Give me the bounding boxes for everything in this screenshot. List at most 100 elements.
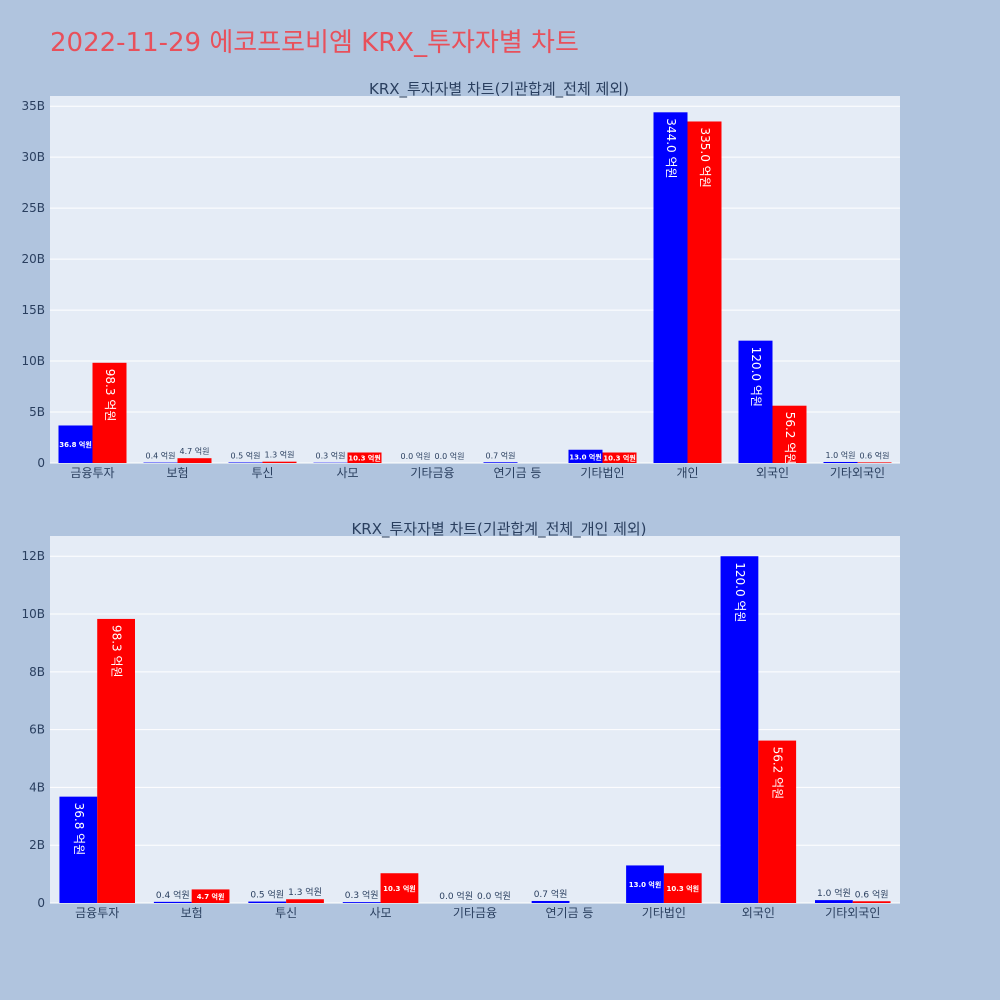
bar-value-label: 0.3 억원 xyxy=(316,451,346,461)
x-tick-label: 투신 xyxy=(251,466,273,480)
y-tick-label: 12B xyxy=(21,549,45,563)
buy-bar xyxy=(248,901,287,903)
bar-value-label: 0.6 억원 xyxy=(860,450,890,460)
x-tick-label: 기타외국인 xyxy=(830,466,885,480)
bar-value-label: 0.6 억원 xyxy=(855,888,889,900)
sell-bar xyxy=(380,873,419,903)
sell-bar xyxy=(262,461,297,463)
bar-value-label: 0.7 억원 xyxy=(534,888,568,900)
buy-bar xyxy=(738,340,773,463)
bar-value-label: 36.8 억원 xyxy=(59,440,92,449)
y-tick-label: 5B xyxy=(29,405,45,419)
y-tick-label: 35B xyxy=(21,99,45,113)
sell-bar xyxy=(758,740,797,903)
buy-bar xyxy=(626,865,664,903)
x-tick-label: 기타금융 xyxy=(410,466,454,480)
bar-value-label: 1.3 억원 xyxy=(265,450,295,460)
y-tick-label: 25B xyxy=(21,201,45,215)
bar-value-label: 0.5 억원 xyxy=(250,889,284,901)
buy-bar xyxy=(815,900,853,903)
sell-bar xyxy=(92,362,127,463)
buy-bar xyxy=(823,461,858,463)
bar-value-label: 56.2 억원 xyxy=(771,747,785,800)
chart-title: KRX_투자자별 차트(기관합계_전체 제외) xyxy=(369,80,629,99)
sell-bar xyxy=(852,901,891,903)
y-tick-label: 2B xyxy=(29,838,45,852)
sell-bar xyxy=(687,121,722,463)
x-tick-label: 개인 xyxy=(676,466,698,480)
sell-bar xyxy=(772,405,807,463)
bar-value-label: 4.7 억원 xyxy=(197,892,225,901)
sell-bar xyxy=(286,899,324,903)
buy-bar xyxy=(342,902,381,903)
bar-value-label: 10.3 억원 xyxy=(603,454,636,463)
x-tick-label: 연기금 등 xyxy=(494,466,542,480)
y-tick-label: 6B xyxy=(29,723,45,737)
x-tick-label: 보험 xyxy=(166,466,188,480)
y-tick-label: 4B xyxy=(29,780,45,794)
x-tick-label: 기타외국인 xyxy=(825,906,880,920)
bar-value-label: 56.2 억원 xyxy=(783,412,797,465)
bar-value-label: 10.3 억원 xyxy=(348,454,381,463)
bar-value-label: 344.0 억원 xyxy=(664,118,678,178)
chart-title: KRX_투자자별 차트(기관합계_전체_개인 제외) xyxy=(351,520,646,539)
buy-bar xyxy=(483,462,518,463)
bar-value-label: 10.3 억원 xyxy=(383,884,416,893)
buy-bar xyxy=(720,556,759,903)
x-tick-label: 금융투자 xyxy=(70,466,114,480)
bar-value-label: 120.0 억원 xyxy=(749,347,763,407)
bar-value-label: 13.0 억원 xyxy=(569,452,602,461)
bar-value-label: 10.3 억원 xyxy=(666,884,699,893)
x-tick-label: 보험 xyxy=(181,906,203,920)
x-tick-label: 기타법인 xyxy=(580,466,624,480)
bar-value-label: 36.8 억원 xyxy=(72,803,86,856)
bar-value-label: 0.4 억원 xyxy=(146,451,176,461)
page-title: 2022-11-29 에코프로비엠 KRX_투자자별 차트 xyxy=(50,28,579,58)
bar-value-label: 1.0 억원 xyxy=(826,450,856,460)
chart-1: 0 5B 10B 15B 20B 25B 30B 35B KRX_투자자별 차트(기관합계_전체… xyxy=(21,80,900,480)
bar-value-label: 98.3 억원 xyxy=(103,369,117,422)
bar-value-label: 0.0 억원 xyxy=(477,890,511,902)
bar-value-label: 335.0 억원 xyxy=(698,127,712,187)
buy-bar xyxy=(531,900,570,903)
x-tick-label: 외국인 xyxy=(756,466,789,480)
bar-value-label: 0.0 억원 xyxy=(401,451,431,461)
bar-value-label: 98.3 억원 xyxy=(110,625,124,678)
bar-value-label: 1.0 억원 xyxy=(817,887,851,899)
bar-value-label: 13.0 억원 xyxy=(629,880,662,889)
bar-value-label: 4.7 억원 xyxy=(180,446,210,456)
bar-value-label: 1.3 억원 xyxy=(288,886,322,898)
bar-value-label: 0.4 억원 xyxy=(156,889,190,901)
buy-bar xyxy=(153,901,192,903)
sell-bar xyxy=(857,462,892,463)
sell-bar xyxy=(177,458,212,463)
buy-bar xyxy=(59,796,98,903)
buy-bar xyxy=(58,425,93,463)
sell-bar xyxy=(347,452,382,463)
x-tick-label: 금융투자 xyxy=(75,906,119,920)
chart-2: 0 2B 4B 6B 8B 10B 12B KRX_투자자별 차트(기관합계_전체_개인 제외… xyxy=(21,520,900,920)
bar-value-label: 0.5 억원 xyxy=(231,450,261,460)
bar-value-label: 0.0 억원 xyxy=(439,890,473,902)
x-tick-label: 기타금융 xyxy=(453,906,497,920)
x-tick-label: 투신 xyxy=(275,906,297,920)
y-tick-label: 8B xyxy=(29,665,45,679)
y-tick-label: 20B xyxy=(21,252,45,266)
sell-bar xyxy=(663,873,702,903)
x-tick-label: 사모 xyxy=(336,466,358,480)
sell-bar xyxy=(602,452,637,463)
buy-bar xyxy=(228,462,263,463)
y-tick-label: 10B xyxy=(21,354,45,368)
y-tick-label: 0 xyxy=(37,456,45,470)
y-tick-label: 0 xyxy=(37,896,45,910)
x-tick-label: 연기금 등 xyxy=(545,906,593,920)
buy-bar xyxy=(653,112,688,464)
bar-value-label: 0.7 억원 xyxy=(486,450,516,460)
bar-value-label: 0.0 억원 xyxy=(435,451,465,461)
bar-value-label: 0.3 억원 xyxy=(345,889,379,901)
y-tick-label: 10B xyxy=(21,607,45,621)
bar-value-label: 120.0 억원 xyxy=(733,562,747,622)
buy-bar xyxy=(568,449,603,463)
